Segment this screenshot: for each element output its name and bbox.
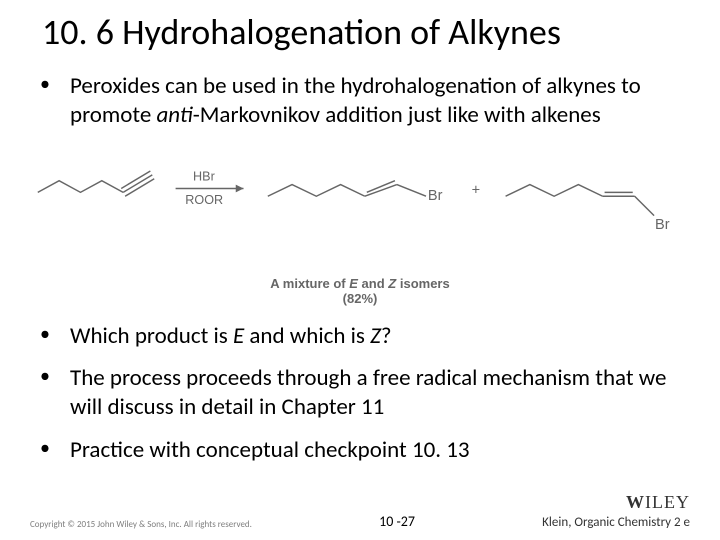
footer-right: WILEY Klein, Organic Chemistry 2 e: [542, 492, 690, 530]
bullet-4: Practice with conceptual checkpoint 10. …: [40, 436, 690, 465]
bullet-2-mid: and which is: [244, 322, 370, 350]
reagent-hbr: HBr: [193, 169, 215, 183]
caption-pre: A mixture of: [270, 276, 349, 291]
reaction-diagram: HBr ROOR Br + Br: [30, 144, 690, 264]
plus-sign: +: [472, 182, 481, 198]
reaction-caption: A mixture of E and Z isomers (82%): [30, 276, 690, 306]
caption-post: isomers: [396, 276, 449, 291]
reagent-roor: ROOR: [185, 193, 223, 207]
bullet-1-post: -Markovnikov addition just like with alk…: [193, 101, 601, 129]
bullet-2-pre: Which product is: [70, 322, 233, 350]
wiley-logo: WILEY: [542, 492, 690, 513]
bullet-2: Which product is E and which is Z?: [40, 322, 690, 351]
bullet-3: The process proceeds through a free radi…: [40, 364, 690, 422]
product-e-br: Br: [428, 188, 443, 204]
bullet-1: Peroxides can be used in the hydrohaloge…: [40, 72, 690, 130]
footer: Copyright © 2015 John Wiley & Sons, Inc.…: [30, 492, 690, 530]
bullet-list-bottom: Which product is E and which is Z? The p…: [30, 322, 690, 465]
caption-mid: and: [358, 276, 388, 291]
bullet-2-z: Z: [370, 322, 381, 350]
product-z-br: Br: [655, 217, 670, 233]
caption-yield: (82%): [343, 291, 378, 306]
product-e: Br: [268, 180, 443, 203]
book-reference: Klein, Organic Chemistry 2 e: [542, 515, 690, 530]
bullet-2-e: E: [233, 322, 244, 350]
bullet-list-top: Peroxides can be used in the hydrohaloge…: [30, 72, 690, 130]
product-z: Br: [506, 184, 670, 233]
reactant-alkyne: [38, 171, 154, 196]
bullet-2-post: ?: [381, 322, 392, 350]
reaction-arrow: HBr ROOR: [176, 169, 244, 206]
page-number: 10 -27: [252, 513, 542, 530]
copyright-text: Copyright © 2015 John Wiley & Sons, Inc.…: [30, 519, 252, 530]
slide-title: 10. 6 Hydrohalogenation of Alkynes: [30, 10, 690, 54]
bullet-1-italic: anti: [156, 101, 192, 129]
reaction-svg: HBr ROOR Br + Br: [30, 144, 690, 264]
caption-e: E: [349, 276, 358, 291]
